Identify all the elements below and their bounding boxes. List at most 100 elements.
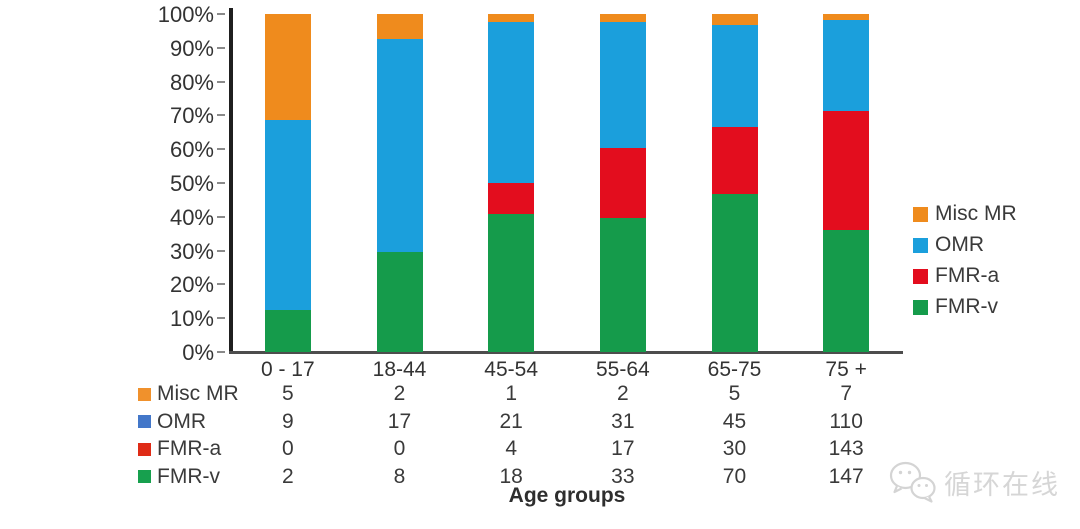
table-cell-value: 143 [828, 437, 864, 460]
y-axis-tick-mark [217, 249, 225, 252]
y-axis-tick-label: 50% [169, 171, 214, 196]
y-axis-tick-mark [217, 80, 225, 83]
legend-item-label: FMR-a [935, 264, 1000, 287]
table-cell-value: 21 [499, 409, 523, 433]
bar-segment-fmr-a [599, 148, 646, 218]
table-key-swatch [138, 415, 151, 428]
table-cell-value: 5 [281, 382, 294, 405]
legend-item-label: Misc MR [935, 202, 1017, 225]
bar-segment-fmr-v [823, 229, 870, 352]
y-axis-tick-label: 90% [169, 35, 214, 61]
table-cell-value: 2 [281, 464, 294, 488]
y-axis-tick-mark [217, 46, 225, 49]
bar-segment-fmr-v [488, 213, 535, 352]
table-cell-value: 17 [611, 437, 635, 460]
y-axis-tick-mark [217, 351, 225, 353]
bar-segment-misc-mr [488, 14, 535, 22]
x-axis-category-label: 45-54 [484, 358, 539, 381]
legend-item: FMR-a [913, 264, 1017, 287]
table-key-swatch [138, 387, 151, 401]
legend-key-swatch [913, 268, 928, 284]
x-axis-line [229, 351, 903, 354]
table-cell-value: 110 [829, 409, 863, 433]
table-row-header: OMR [138, 410, 206, 434]
y-axis-tick-label: 80% [169, 69, 214, 95]
y-axis-tick-label: 70% [169, 103, 214, 129]
x-axis-category-label: 75 + [825, 358, 867, 381]
bar-segment-fmr-a [488, 183, 535, 214]
table-key-swatch [138, 470, 151, 483]
y-axis-tick-mark [217, 215, 225, 218]
bar-segment-omr [711, 25, 758, 127]
table-row-header: Misc MR [138, 382, 239, 406]
table-cell-value: 4 [505, 437, 517, 460]
table-row-label: OMR [157, 409, 206, 433]
x-axis-category-label: 18-44 [372, 358, 427, 381]
y-axis-tick-mark [217, 13, 225, 15]
table-cell-value: 0 [281, 437, 294, 460]
legend-item-label: OMR [935, 233, 984, 256]
watermark-text: 循环在线 [944, 469, 1060, 500]
x-axis-category-label: 0 - 17 [260, 358, 315, 381]
y-axis-tick-label: 60% [169, 137, 214, 163]
bar-segment-omr [823, 19, 870, 112]
table-cell-value: 45 [722, 409, 747, 433]
y-axis-tick-label: 40% [169, 204, 214, 230]
table-cell-value: 9 [281, 409, 294, 433]
bar-segment-misc-mr [599, 14, 646, 23]
y-axis-tick-mark [217, 114, 225, 117]
y-axis-tick-mark [217, 317, 225, 320]
legend-item: FMR-v [913, 295, 1017, 318]
table-row-header: FMR-v [138, 465, 220, 489]
y-axis-tick-mark [217, 148, 225, 151]
y-axis-tick-label: 30% [169, 238, 214, 264]
table-cell-value: 8 [393, 464, 406, 488]
x-axis-category-label: 55-64 [595, 358, 650, 381]
y-axis-tick-mark [217, 182, 225, 184]
table-row-label: Misc MR [157, 382, 239, 405]
legend-key-swatch [913, 206, 928, 222]
bar-segment-misc-mr [823, 14, 870, 20]
table-cell-value: 70 [722, 464, 747, 488]
table-cell-value: 31 [611, 409, 635, 433]
bar-segment-omr [599, 22, 646, 149]
table-cell-value: 2 [393, 382, 406, 405]
table-key-swatch [138, 442, 151, 456]
table-cell-value: 2 [616, 382, 629, 405]
table-cell-value: 7 [840, 382, 852, 405]
y-axis-tick-label: 0% [182, 340, 214, 365]
table-cell-value: 33 [611, 464, 635, 488]
table-cell-value: 17 [387, 409, 412, 433]
legend-item: Misc MR [913, 202, 1017, 225]
table-cell-value: 18 [499, 464, 523, 488]
table-cell-value: 30 [722, 437, 747, 460]
bar-segment-misc-mr [711, 14, 758, 26]
x-axis-category-label: 65-75 [707, 358, 762, 381]
bar-segment-fmr-v [711, 194, 758, 352]
bar-segment-fmr-a [823, 111, 870, 230]
bar-segment-fmr-a [711, 126, 758, 195]
bar-segment-fmr-v [264, 309, 311, 352]
y-axis-tick-label: 10% [169, 306, 214, 332]
bar-segment-omr [264, 119, 311, 310]
y-axis-tick-label: 20% [169, 272, 214, 298]
legend-item-label: FMR-v [935, 295, 998, 318]
bar-segment-fmr-v [376, 251, 423, 352]
bar-segment-misc-mr [264, 14, 311, 120]
x-axis-title: Age groups [508, 484, 626, 507]
table-cell-value: 0 [393, 437, 406, 460]
table-row-header: FMR-a [138, 437, 221, 461]
table-row-label: FMR-v [157, 464, 220, 488]
y-axis-tick-label: 100% [157, 2, 214, 27]
chart-legend: Misc MR OMR FMR-a FMR-v [913, 202, 1017, 327]
table-cell-value: 5 [728, 382, 741, 405]
bar-segment-misc-mr [376, 14, 423, 40]
plot-area [232, 14, 902, 352]
wechat-icon [889, 461, 936, 503]
bar-segment-omr [376, 39, 423, 252]
watermark: 循环在线 [888, 459, 1060, 505]
bar-segment-fmr-v [599, 217, 646, 352]
y-axis-line [229, 8, 233, 354]
table-row-label: FMR-a [157, 437, 222, 460]
